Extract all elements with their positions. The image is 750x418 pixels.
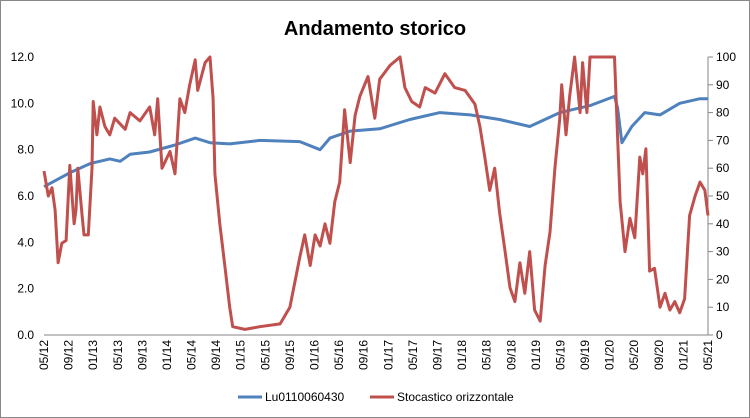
x-tick-label: 01/21 bbox=[676, 340, 690, 370]
left-y-tick-label: 12.0 bbox=[11, 50, 35, 64]
left-y-tick-label: 4.0 bbox=[17, 235, 34, 249]
x-tick-label: 09/14 bbox=[209, 340, 223, 370]
x-tick-label: 05/16 bbox=[332, 340, 346, 370]
chart-title: Andamento storico bbox=[284, 18, 466, 40]
x-tick-label: 05/12 bbox=[37, 340, 51, 370]
right-y-tick-label: 30 bbox=[716, 245, 730, 259]
x-tick-label: 05/19 bbox=[553, 340, 567, 370]
x-tick-label: 01/19 bbox=[529, 340, 543, 370]
x-tick-label: 01/15 bbox=[234, 340, 248, 370]
x-tick-label: 09/15 bbox=[283, 340, 297, 370]
x-tick-label: 09/16 bbox=[357, 340, 371, 370]
x-tick-label: 05/15 bbox=[258, 340, 272, 370]
x-tick-label: 09/13 bbox=[135, 340, 149, 370]
left-y-tick-label: 6.0 bbox=[17, 189, 34, 203]
left-y-tick-label: 0.0 bbox=[17, 328, 34, 342]
x-tick-label: 01/20 bbox=[603, 340, 617, 370]
x-tick-label: 01/13 bbox=[86, 340, 100, 370]
x-tick-label: 01/17 bbox=[381, 340, 395, 370]
x-tick-label: 01/14 bbox=[160, 340, 174, 370]
x-tick-label: 05/18 bbox=[480, 340, 494, 370]
legend-label-stochastic: Stocastico orizzontale bbox=[397, 390, 514, 404]
left-y-tick-label: 10.0 bbox=[11, 96, 35, 110]
right-y-tick-label: 10 bbox=[716, 300, 730, 314]
right-y-tick-label: 90 bbox=[716, 78, 730, 92]
right-y-tick-label: 70 bbox=[716, 133, 730, 147]
x-tick-label: 05/14 bbox=[185, 340, 199, 370]
right-y-tick-label: 50 bbox=[716, 189, 730, 203]
right-y-tick-label: 100 bbox=[716, 50, 736, 64]
x-tick-label: 05/17 bbox=[406, 340, 420, 370]
x-tick-label: 09/19 bbox=[578, 340, 592, 370]
right-y-tick-label: 80 bbox=[716, 106, 730, 120]
stochastic-line bbox=[42, 55, 710, 331]
x-tick-label: 09/18 bbox=[504, 340, 518, 370]
legend: Lu0110060430 Stocastico orizzontale bbox=[238, 390, 514, 404]
fund-price-line bbox=[43, 94, 708, 189]
x-tick-label: 09/17 bbox=[430, 340, 444, 370]
right-y-tick-label: 40 bbox=[716, 217, 730, 231]
x-tick-label: 09/12 bbox=[62, 340, 76, 370]
x-tick-label: 05/21 bbox=[701, 340, 715, 370]
right-y-tick-label: 60 bbox=[716, 161, 730, 175]
x-tick-label: 01/16 bbox=[308, 340, 322, 370]
x-tick-label: 05/13 bbox=[111, 340, 125, 370]
legend-label-fund: Lu0110060430 bbox=[265, 390, 345, 404]
left-y-tick-label: 8.0 bbox=[17, 143, 34, 157]
x-tick-label: 01/18 bbox=[455, 340, 469, 370]
right-y-tick-label: 0 bbox=[716, 328, 723, 342]
right-y-tick-label: 20 bbox=[716, 272, 730, 286]
x-tick-label: 09/20 bbox=[652, 340, 666, 370]
left-y-tick-label: 2.0 bbox=[17, 282, 34, 296]
x-tick-label: 05/20 bbox=[627, 340, 641, 370]
